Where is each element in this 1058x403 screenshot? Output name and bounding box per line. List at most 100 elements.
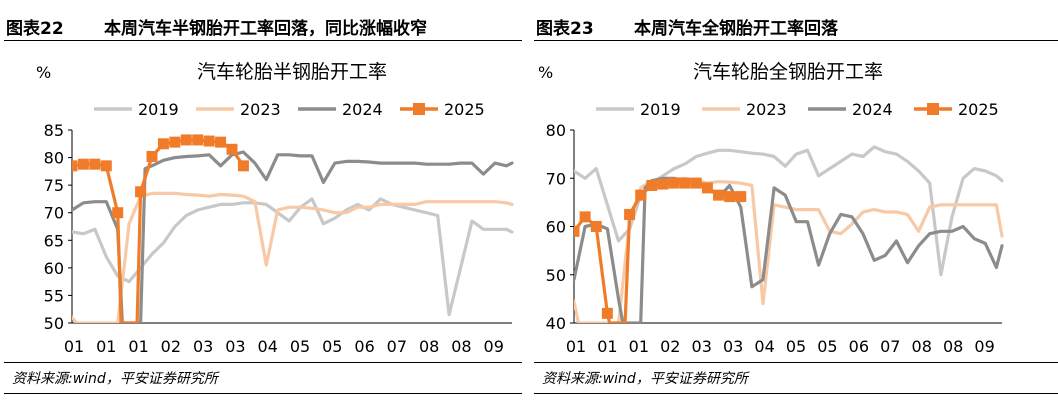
data-point <box>215 136 227 148</box>
data-point <box>135 186 147 198</box>
series-line <box>72 197 514 317</box>
x-tick-label: 03 <box>723 337 743 356</box>
x-tick-label: 05 <box>817 337 837 356</box>
legend-label: 2019 <box>640 100 681 119</box>
series-2019 <box>574 145 1004 277</box>
source-text: 资料来源:wind，平安证券研究所 <box>12 371 218 387</box>
data-point <box>668 177 680 189</box>
x-tick-label: 04 <box>754 337 774 356</box>
legend-marker <box>413 103 425 115</box>
x-tick-label: 02 <box>161 337 181 356</box>
legend-item: 2025 <box>400 100 485 119</box>
data-point <box>89 158 101 170</box>
line-chart: 汽车轮胎全钢胎开工率% 2019 2023 2024 2025 40 50 60 70 80 01 0… <box>538 61 1004 356</box>
x-tick-label: 06 <box>849 337 869 356</box>
y-tick-label: 50 <box>44 314 64 333</box>
y-tick-label: 60 <box>44 259 64 278</box>
legend-label: 2025 <box>444 100 485 119</box>
x-tick-label: 03 <box>193 337 213 356</box>
series-2024 <box>72 150 514 323</box>
figure-title: 本周汽车全钢胎开工率回落 <box>634 19 838 39</box>
x-tick-label: 05 <box>290 337 310 356</box>
data-point <box>169 136 181 148</box>
series-2025 <box>72 134 249 323</box>
source-note: 资料来源:wind，平安证券研究所 <box>4 362 522 394</box>
x-tick-label: 07 <box>387 337 407 356</box>
legend-item: 2023 <box>702 100 787 119</box>
legend-label: 2024 <box>342 100 383 119</box>
unit-label: % <box>36 63 51 82</box>
data-point <box>646 179 658 191</box>
data-point <box>77 158 89 170</box>
x-tick-label: 03 <box>225 337 245 356</box>
y-tick-label: 80 <box>546 121 566 140</box>
y-tick-label: 85 <box>44 121 64 140</box>
data-point <box>624 208 636 220</box>
legend-label: 2025 <box>958 100 999 119</box>
data-point <box>574 225 580 237</box>
figure-number: 图表23 <box>536 19 594 39</box>
legend-marker <box>927 103 939 115</box>
x-tick-label: 08 <box>943 337 963 356</box>
x-tick-label: 03 <box>692 337 712 356</box>
series-line <box>72 150 514 323</box>
series-2024 <box>574 176 1004 323</box>
legend-label: 2023 <box>240 100 281 119</box>
unit-label: % <box>538 63 553 82</box>
data-point <box>226 143 238 155</box>
series-line <box>574 176 1004 323</box>
data-point <box>237 160 249 172</box>
data-point <box>72 160 78 172</box>
y-tick-label: 70 <box>44 204 64 223</box>
y-tick-label: 75 <box>44 176 64 195</box>
x-tick-label: 09 <box>974 337 994 356</box>
data-point <box>192 134 204 146</box>
x-tick-label: 02 <box>660 337 680 356</box>
x-tick-label: 01 <box>96 337 116 356</box>
figure-header: 图表23 本周汽车全钢胎开工率回落 <box>534 10 1058 41</box>
source-note: 资料来源:wind，平安证券研究所 <box>534 362 1058 394</box>
series-line <box>574 145 1004 277</box>
legend-item: 2019 <box>596 100 681 119</box>
figure-panel-22: 图表22 本周汽车半钢胎开工率回落，同比涨幅收窄 汽车轮胎半钢胎开工率% 2019… <box>0 0 522 403</box>
chart-title: 汽车轮胎半钢胎开工率 <box>197 61 387 83</box>
chart-title: 汽车轮胎全钢胎开工率 <box>693 61 883 83</box>
x-tick-label: 01 <box>566 337 586 356</box>
x-tick-label: 01 <box>629 337 649 356</box>
data-point <box>657 178 669 190</box>
y-tick-label: 70 <box>546 169 566 188</box>
y-tick-label: 55 <box>44 286 64 305</box>
data-point <box>146 150 158 162</box>
legend-label: 2023 <box>746 100 787 119</box>
x-tick-label: 07 <box>880 337 900 356</box>
legend-item: 2019 <box>94 100 179 119</box>
x-tick-label: 05 <box>786 337 806 356</box>
series-2025 <box>574 177 747 323</box>
data-point <box>112 207 124 219</box>
series-line <box>72 191 514 323</box>
data-point <box>157 138 169 150</box>
figure-panel-23: 图表23 本周汽车全钢胎开工率回落 汽车轮胎全钢胎开工率% 2019 2023 202… <box>530 0 1058 403</box>
series-line <box>574 181 743 323</box>
source-text: 资料来源:wind，平安证券研究所 <box>542 371 748 387</box>
legend: 2019 2023 2024 2025 <box>596 100 999 119</box>
x-tick-label: 08 <box>419 337 439 356</box>
series-2019 <box>72 197 514 317</box>
x-tick-label: 01 <box>64 337 84 356</box>
x-tick-label: 01 <box>597 337 617 356</box>
figure-header: 图表22 本周汽车半钢胎开工率回落，同比涨幅收窄 <box>4 10 522 41</box>
figure-title: 本周汽车半钢胎开工率回落，同比涨幅收窄 <box>104 19 427 39</box>
series-2023 <box>72 191 514 323</box>
x-tick-label: 08 <box>912 337 932 356</box>
y-tick-label: 80 <box>44 149 64 168</box>
data-point <box>713 189 725 201</box>
x-tick-label: 09 <box>484 337 504 356</box>
legend-item: 2024 <box>808 100 893 119</box>
y-tick-label: 65 <box>44 231 64 250</box>
legend-item: 2023 <box>196 100 281 119</box>
data-point <box>100 160 112 172</box>
x-tick-label: 06 <box>354 337 374 356</box>
data-point <box>579 211 591 223</box>
legend-item: 2024 <box>298 100 383 119</box>
data-point <box>601 307 613 319</box>
